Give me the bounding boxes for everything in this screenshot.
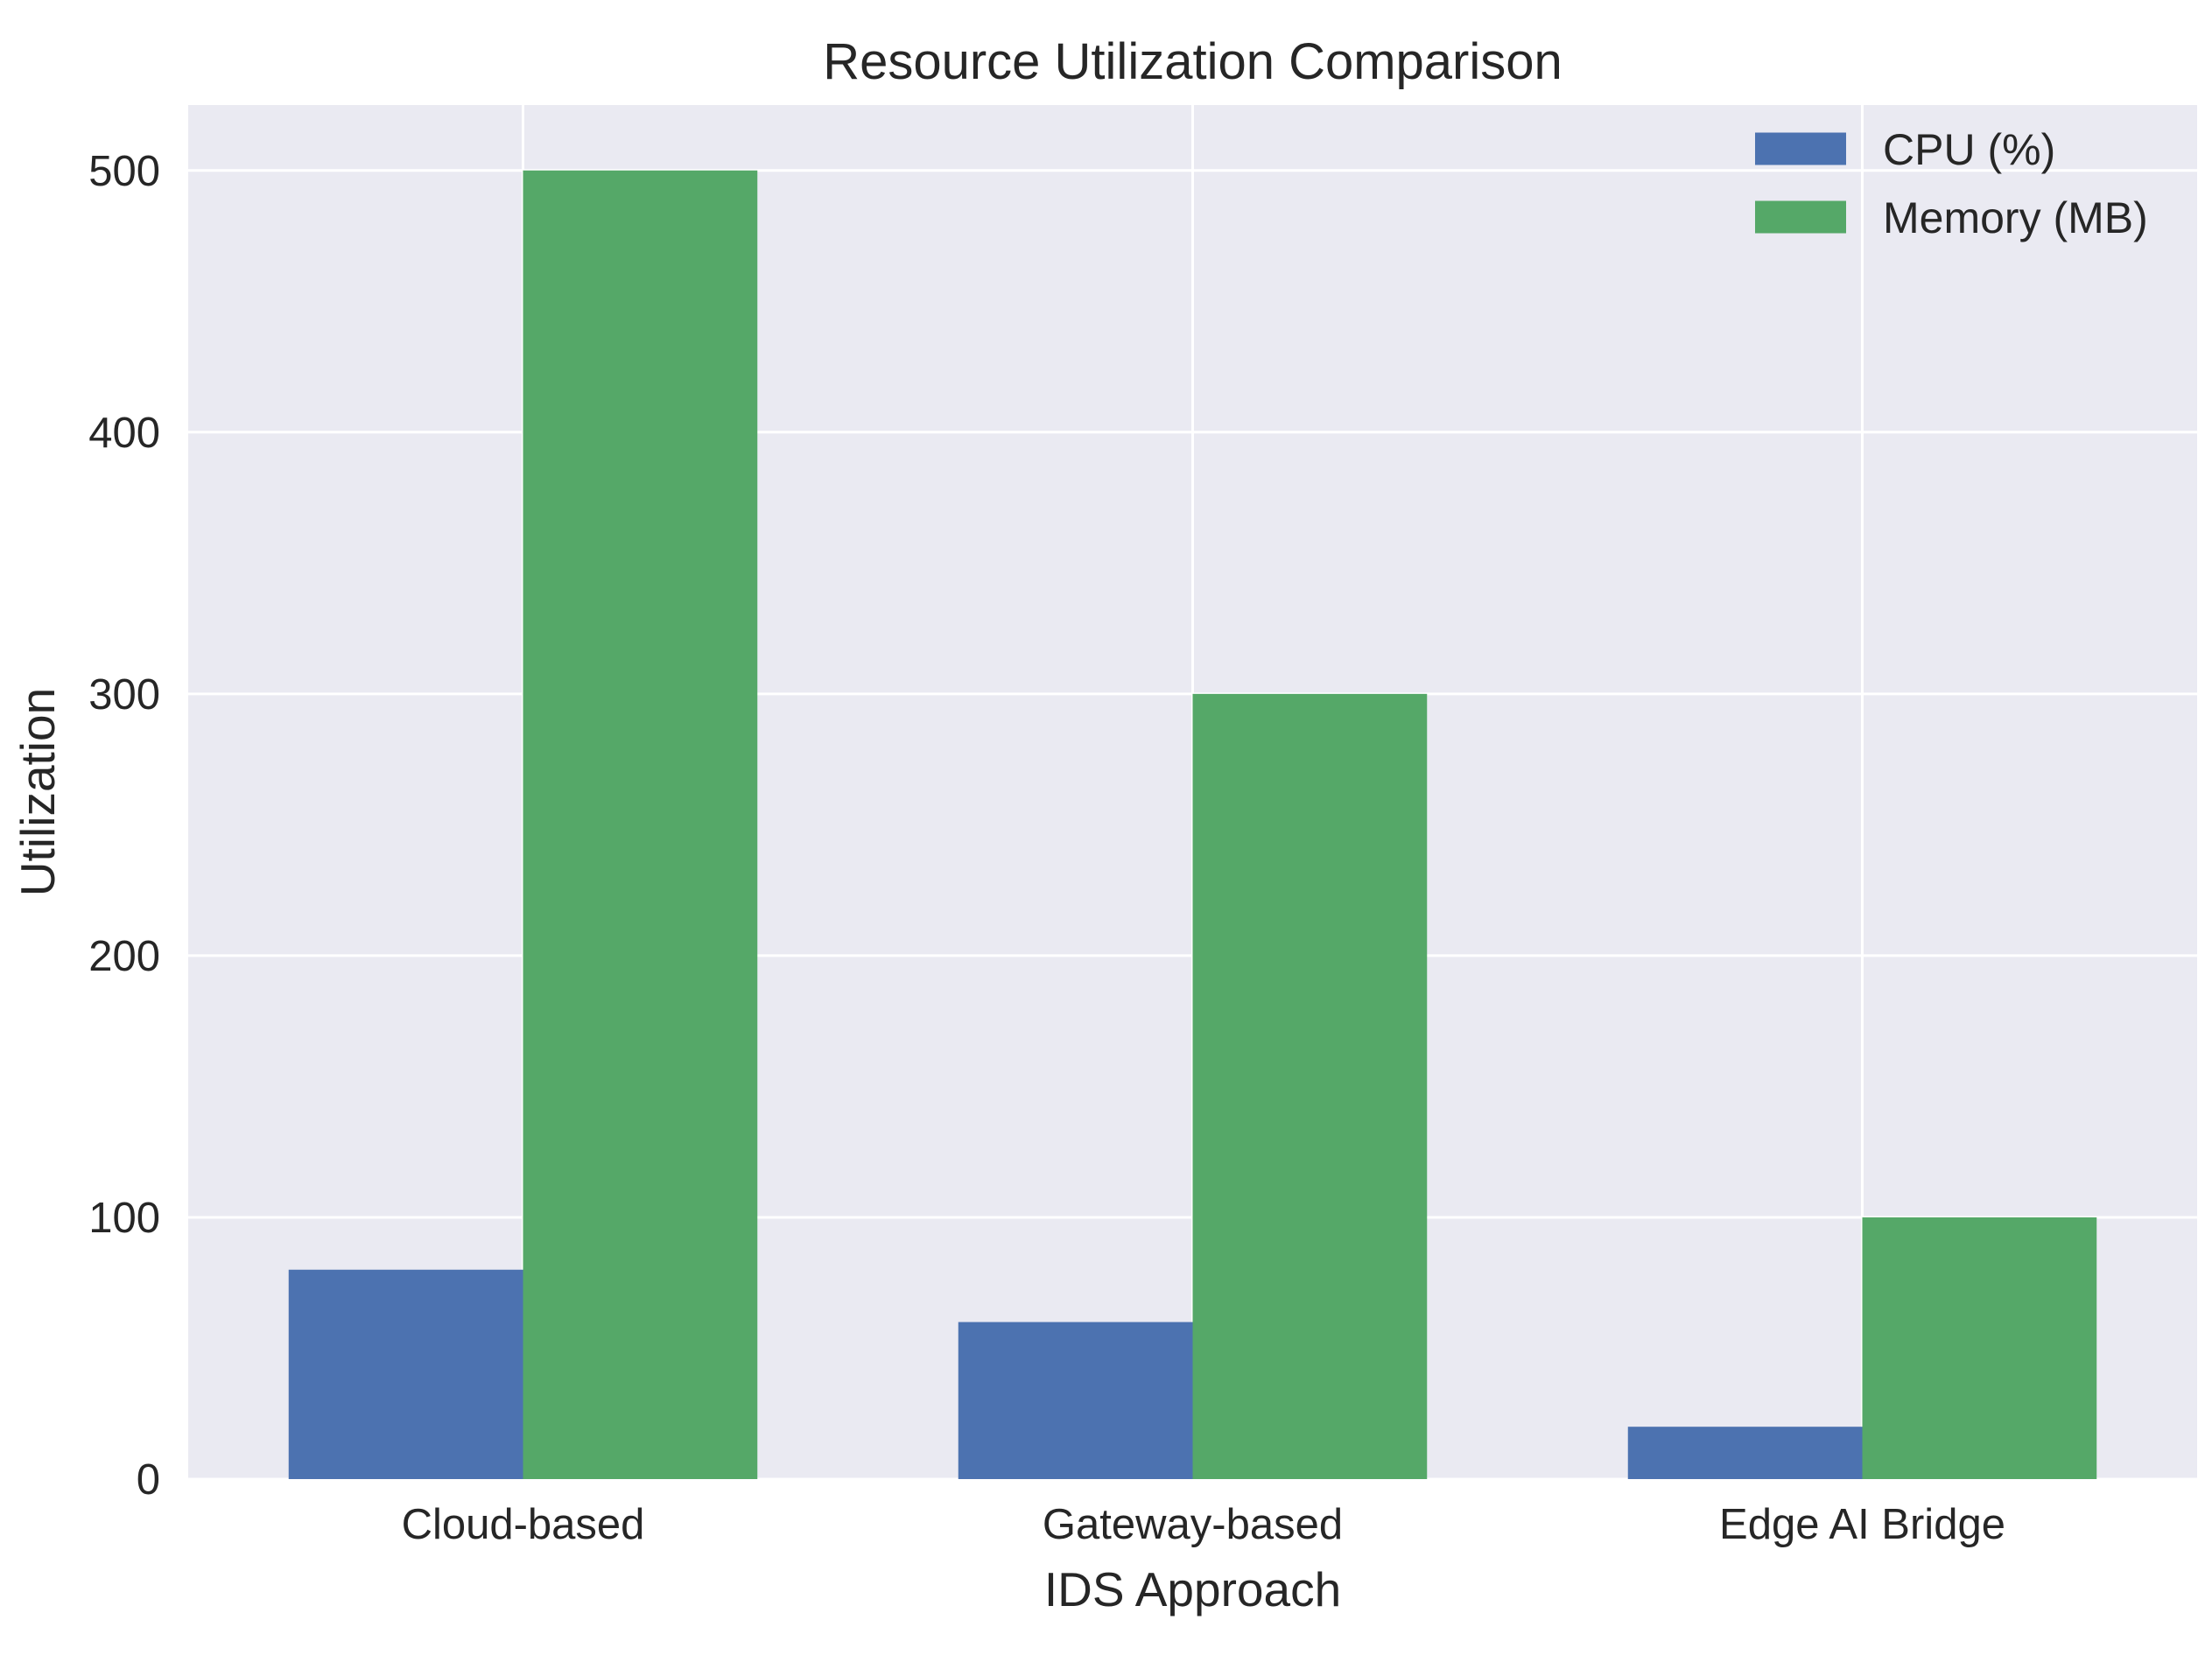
chart-title: Resource Utilization Comparison — [823, 33, 1562, 90]
x-tick-label: Edge AI Bridge — [1719, 1501, 2005, 1548]
x-axis-label: IDS Approach — [1044, 1562, 1341, 1616]
y-tick-label: 300 — [88, 671, 160, 719]
y-axis-label: Utilization — [11, 688, 65, 896]
y-tick-label: 0 — [137, 1456, 160, 1504]
bar-cpu-edge-ai-bridge — [1627, 1427, 1863, 1479]
x-tick-labels: Cloud-based Gateway-based Edge AI Bridge — [402, 1501, 2005, 1548]
x-tick-label: Cloud-based — [402, 1501, 645, 1548]
legend-label: CPU (%) — [1883, 125, 2055, 174]
bar-cpu-cloud-based — [288, 1269, 523, 1479]
y-tick-label: 500 — [88, 148, 160, 195]
bar-memory-mb-edge-ai-bridge — [1862, 1217, 2097, 1479]
legend-swatch — [1755, 200, 1846, 234]
y-tick-label: 400 — [88, 410, 160, 457]
y-tick-labels: 0 100 200 300 400 500 — [88, 148, 160, 1504]
y-tick-label: 100 — [88, 1195, 160, 1242]
x-tick-label: Gateway-based — [1043, 1501, 1343, 1548]
bar-memory-mb-cloud-based — [523, 170, 758, 1479]
legend-swatch — [1755, 132, 1846, 165]
legend: CPU (%) Memory (MB) — [1755, 125, 2148, 242]
bar-memory-mb-gateway-based — [1192, 693, 1428, 1479]
legend-label: Memory (MB) — [1883, 193, 2148, 242]
bar-cpu-gateway-based — [958, 1322, 1193, 1479]
bars — [288, 170, 2097, 1479]
y-tick-label: 200 — [88, 933, 160, 980]
